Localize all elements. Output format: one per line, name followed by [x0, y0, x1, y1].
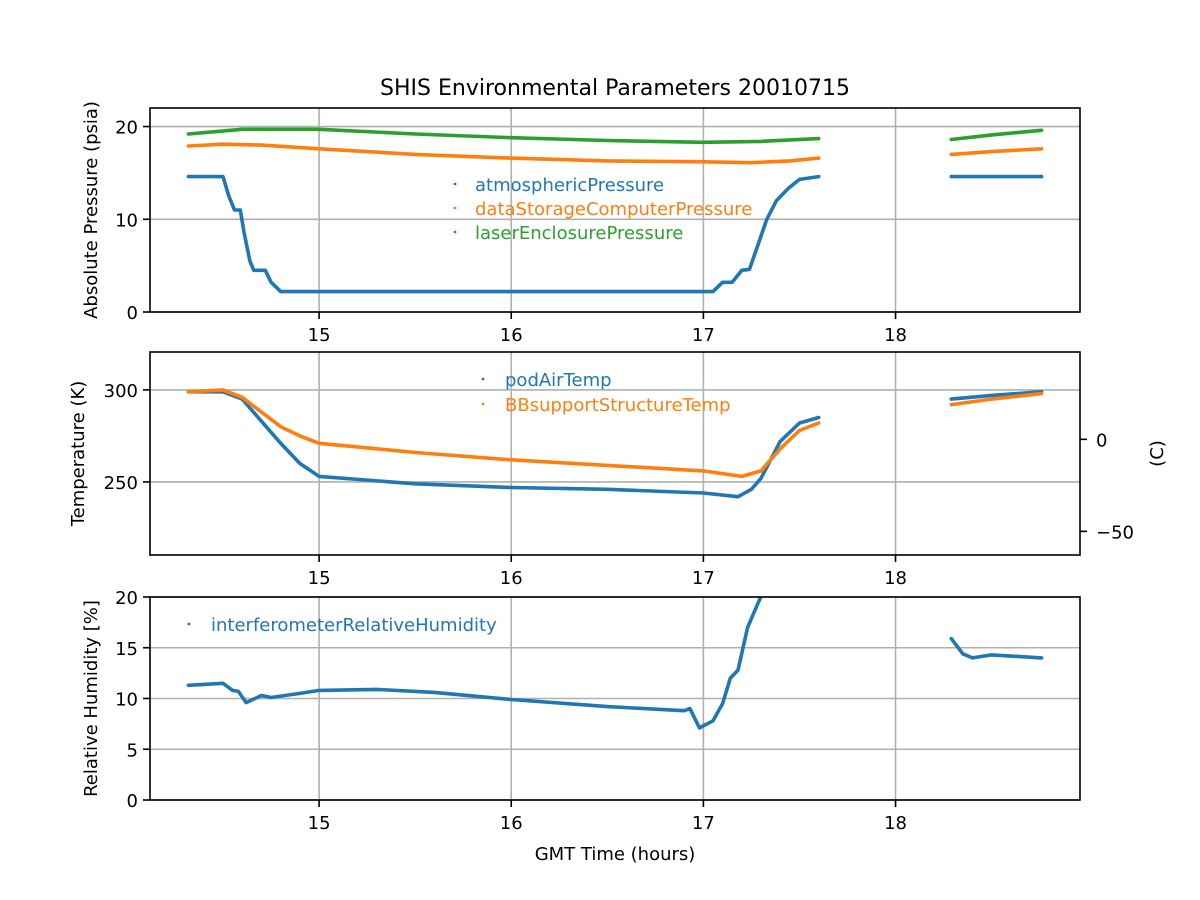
- series-interferometerRelativeHumidity-segment-1: [949, 636, 1044, 660]
- temperature-axes-frame: [149, 351, 1081, 556]
- temperature-panel: 15 16 17 18 250 300 −50 0 Temperature (K) (C) p…: [68, 351, 1168, 589]
- legend-label-interferometerRelativeHumidity: interferometerRelativeHumidity: [211, 615, 497, 636]
- pressure-ylabel: Absolute Pressure (psia): [81, 101, 102, 319]
- y-tick-label: 15: [115, 639, 138, 660]
- pressure-panel: 15 16 17 18 0 10 20 Absolute Pressure (psia) a…: [81, 101, 1081, 346]
- legend-marker-laserEnclosurePressure: [453, 230, 457, 234]
- y-tick-label: 20: [115, 118, 138, 139]
- temperature-ylabel: Temperature (K): [68, 381, 89, 528]
- legend-marker-atmosphericPressure: [453, 182, 457, 186]
- x-tick-label: 16: [500, 568, 523, 589]
- humidity-legend: interferometerRelativeHumidity: [187, 615, 497, 636]
- x-tick-label: 17: [692, 568, 715, 589]
- x-tick-label: 16: [500, 813, 523, 834]
- x-tick-label: 15: [308, 568, 331, 589]
- pressure-series: [186, 127, 1044, 294]
- y-tick-label: 300: [104, 381, 138, 402]
- legend-label-dataStorageComputerPressure: dataStorageComputerPressure: [475, 199, 752, 220]
- humidity-ylabel: Relative Humidity [%]: [81, 600, 102, 797]
- y-tick-label: 10: [115, 690, 138, 711]
- temperature-ticks: 15 16 17 18 250 300 −50 0: [104, 381, 1134, 589]
- y-right-tick-label: −50: [1096, 522, 1134, 543]
- series-interferometerRelativeHumidity-segment-0: [186, 597, 763, 730]
- legend-label-laserEnclosurePressure: laserEnclosurePressure: [475, 223, 683, 244]
- y-tick-label: 20: [115, 588, 138, 609]
- series-atmosphericPressure-segment-0: [186, 174, 821, 294]
- x-tick-label: 15: [308, 325, 331, 346]
- temperature-grid: [150, 352, 1080, 555]
- y-tick-label: 250: [104, 473, 138, 494]
- legend-marker-podAirTemp: [481, 377, 485, 381]
- humidity-xlabel: GMT Time (hours): [535, 844, 696, 865]
- y-right-tick-label: 0: [1096, 430, 1107, 451]
- x-tick-label: 17: [692, 813, 715, 834]
- series-BBsupportStructureTemp-segment-0: [186, 388, 821, 479]
- humidity-ticks: 15 16 17 18 0 5 10 15 20: [115, 588, 907, 834]
- legend-label-BBsupportStructureTemp: BBsupportStructureTemp: [505, 395, 731, 416]
- legend-marker-interferometerRelativeHumidity: [187, 622, 191, 626]
- x-tick-label: 18: [884, 813, 907, 834]
- chart-title: SHIS Environmental Parameters 20010715: [380, 76, 850, 101]
- legend-label-podAirTemp: podAirTemp: [505, 370, 612, 391]
- y-tick-label: 0: [127, 791, 138, 812]
- pressure-legend: atmosphericPressure dataStorageComputerPr…: [453, 175, 752, 244]
- x-tick-label: 17: [692, 325, 715, 346]
- legend-label-atmosphericPressure: atmosphericPressure: [475, 175, 664, 196]
- humidity-panel: 15 16 17 18 0 5 10 15 20 Relative Humidity [%] G…: [81, 588, 1081, 865]
- pressure-axes-frame: [149, 107, 1081, 313]
- temperature-ylabel-right: (C): [1147, 440, 1168, 467]
- series-dataStorageComputerPressure-segment-1: [949, 147, 1044, 157]
- legend-marker-dataStorageComputerPressure: [453, 206, 457, 210]
- pressure-ticks: 15 16 17 18 0 10 20: [115, 118, 907, 346]
- temperature-legend: podAirTemp BBsupportStructureTemp: [481, 370, 731, 416]
- series-laserEnclosurePressure-segment-0: [186, 127, 821, 145]
- series-podAirTemp-segment-1: [949, 390, 1044, 401]
- series-BBsupportStructureTemp-segment-1: [949, 391, 1044, 407]
- y-tick-label: 5: [127, 740, 138, 761]
- y-tick-label: 10: [115, 210, 138, 231]
- x-tick-label: 15: [308, 813, 331, 834]
- x-tick-label: 18: [884, 568, 907, 589]
- humidity-series: [186, 597, 1044, 730]
- legend-marker-BBsupportStructureTemp: [481, 402, 485, 406]
- y-tick-label: 0: [127, 303, 138, 324]
- x-tick-label: 18: [884, 325, 907, 346]
- series-dataStorageComputerPressure-segment-0: [186, 142, 821, 165]
- series-laserEnclosurePressure-segment-1: [949, 128, 1044, 142]
- temperature-series: [186, 388, 1044, 499]
- x-tick-label: 16: [500, 325, 523, 346]
